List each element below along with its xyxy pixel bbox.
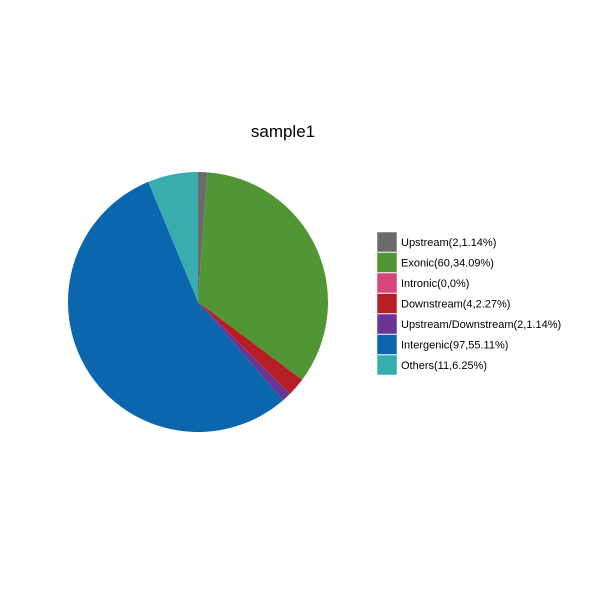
legend-label-intronic: Intronic(0,0%): [401, 278, 469, 290]
pie-slice-downstream: [198, 302, 303, 394]
legend: Upstream(2,1.14%) Exonic(60,34.09%) Intron…: [376, 231, 561, 376]
pie-slice-others: [148, 172, 198, 302]
legend-item-upstream-downstream: Upstream/Downstream(2,1.14%): [376, 313, 561, 335]
legend-swatch-exonic: [376, 252, 398, 273]
legend-label-others: Others(11,6.25%): [401, 360, 487, 372]
legend-swatch-upstream-downstream: [376, 313, 398, 335]
legend-item-downstream: Downstream(4,2.27%): [376, 293, 510, 314]
legend-swatch-upstream: [376, 231, 398, 253]
legend-swatch-others: [376, 354, 398, 376]
legend-item-exonic: Exonic(60,34.09%): [376, 252, 494, 273]
legend-label-exonic: Exonic(60,34.09%): [401, 258, 494, 270]
chart-title: sample1: [251, 122, 315, 141]
legend-label-downstream: Downstream(4,2.27%): [401, 299, 510, 311]
legend-item-upstream: Upstream(2,1.14%): [376, 231, 496, 253]
legend-label-upstream: Upstream(2,1.14%): [401, 237, 496, 249]
legend-label-intergenic: Intergenic(97,55.11%): [401, 340, 508, 352]
legend-swatch-downstream: [376, 293, 398, 314]
pie-slices: [67, 171, 329, 433]
legend-item-intergenic: Intergenic(97,55.11%): [376, 334, 508, 355]
pie-slice-intergenic: [67, 181, 284, 433]
legend-label-upstream-downstream: Upstream/Downstream(2,1.14%): [401, 319, 561, 331]
legend-swatch-intergenic: [376, 334, 398, 355]
pie-slice-upstream: [198, 171, 208, 302]
legend-item-intronic: Intronic(0,0%): [376, 272, 469, 294]
pie-slice-upstream-downstream: [198, 302, 290, 401]
pie-slice-exonic: [198, 172, 329, 380]
legend-item-others: Others(11,6.25%): [376, 354, 487, 376]
legend-swatch-intronic: [376, 272, 398, 294]
